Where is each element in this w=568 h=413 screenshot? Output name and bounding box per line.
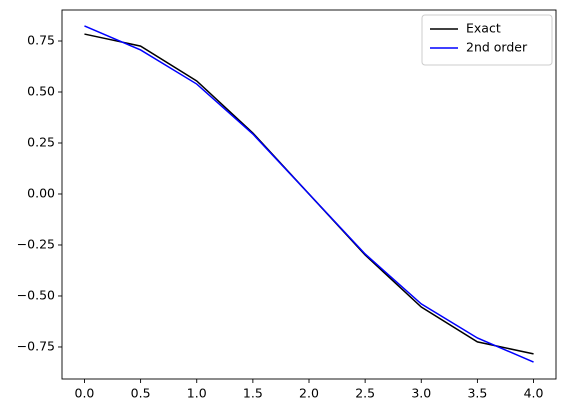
x-tick-label: 0.0 <box>75 386 95 401</box>
legend-box <box>421 14 553 66</box>
legend-label: 2nd order <box>466 40 528 55</box>
series-line <box>84 25 534 363</box>
y-tick-label: −0.25 <box>17 236 55 251</box>
x-tick-label: 3.5 <box>467 386 487 401</box>
y-tick-label: −0.50 <box>17 287 55 302</box>
x-tick-label: 4.0 <box>524 386 544 401</box>
plot-frame <box>61 9 557 380</box>
x-tick-label: 1.0 <box>187 386 207 401</box>
y-tick-label: 0.25 <box>27 134 55 149</box>
legend: Exact 2nd order <box>421 14 553 66</box>
x-tick-label: 1.5 <box>243 386 263 401</box>
legend-label: Exact <box>466 21 501 36</box>
y-tick-label: 0.50 <box>27 84 55 99</box>
x-tick-label: 3.0 <box>411 386 431 401</box>
y-tick-label: −0.75 <box>17 338 55 353</box>
x-tick-label: 2.5 <box>355 386 375 401</box>
y-tick-label: 0.75 <box>27 33 55 48</box>
x-tick-label: 2.0 <box>299 386 319 401</box>
x-tick-label: 0.5 <box>131 386 151 401</box>
y-tick-label: 0.00 <box>27 185 55 200</box>
